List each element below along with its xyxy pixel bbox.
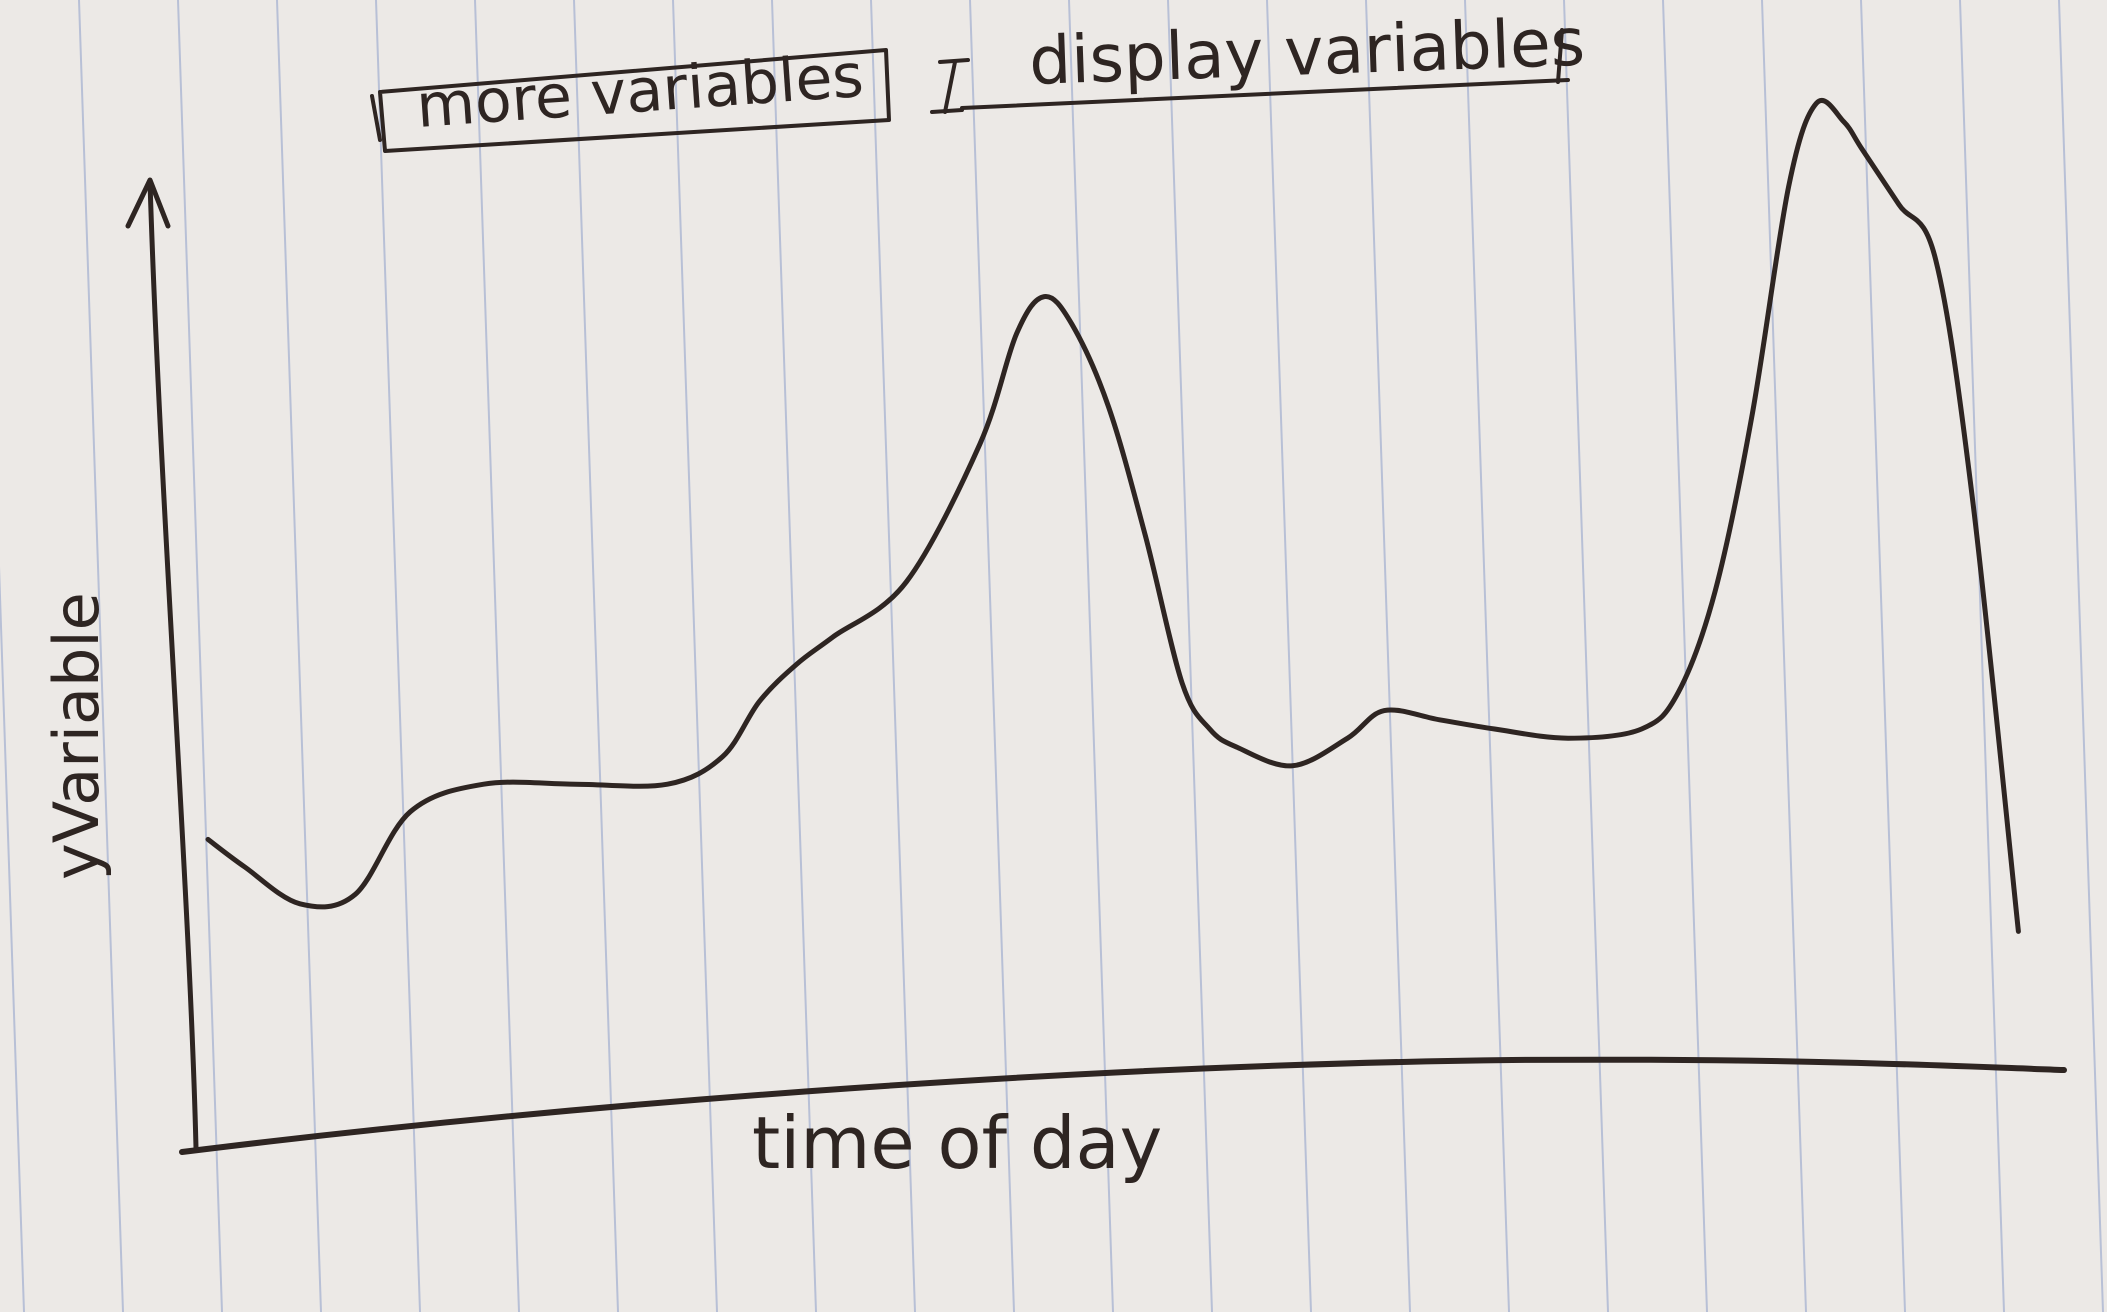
data-point	[977, 441, 983, 447]
data-point	[407, 809, 413, 815]
data-point	[1639, 726, 1645, 732]
ruled-line	[1860, 0, 1906, 1312]
ruled-line	[1068, 0, 1114, 1312]
ruled-line	[2058, 0, 2104, 1312]
series-line	[205, 98, 2021, 934]
ruled-line	[870, 0, 916, 1312]
data-point	[205, 836, 211, 842]
x-axis-label: time of day	[752, 1101, 1162, 1185]
data-point	[1813, 100, 1819, 106]
data-point	[1069, 321, 1075, 327]
data-point	[1381, 708, 1387, 714]
ruled-line	[375, 0, 421, 1312]
data-point	[1106, 404, 1112, 410]
more-variables-button[interactable]: more variables	[370, 41, 891, 153]
data-point	[1234, 744, 1240, 750]
data-point	[1207, 726, 1213, 732]
ruled-line	[672, 0, 718, 1312]
data-point	[756, 698, 762, 704]
data-point	[1436, 717, 1442, 723]
ruled-line	[1959, 0, 2005, 1312]
data-point	[1014, 330, 1020, 336]
data-point	[1289, 763, 1295, 769]
data-point	[1969, 496, 1975, 502]
data-point	[2015, 928, 2021, 934]
ruled-line	[1662, 0, 1708, 1312]
data-point	[1492, 726, 1498, 732]
ruled-line	[1365, 0, 1411, 1312]
ruled-line	[573, 0, 619, 1312]
data-point	[1749, 413, 1755, 419]
data-point	[1859, 146, 1865, 152]
series-points	[205, 100, 2021, 934]
data-point	[1786, 183, 1792, 189]
ruled-line	[78, 0, 124, 1312]
data-point	[242, 864, 248, 870]
ruled-line	[1266, 0, 1312, 1312]
data-point	[665, 781, 671, 787]
data-point	[1675, 689, 1681, 695]
data-point	[1712, 588, 1718, 594]
x-axis	[179, 1056, 2067, 1155]
data-point	[1933, 257, 1939, 263]
data-point	[1565, 735, 1571, 741]
ruled-line	[1563, 0, 1609, 1312]
data-point	[793, 662, 799, 668]
y-axis-label: yVariable	[40, 592, 113, 880]
data-point	[1041, 294, 1047, 300]
data-point	[1896, 202, 1902, 208]
ruled-line	[474, 0, 520, 1312]
display-variables-button[interactable]: display variables	[930, 4, 1586, 114]
ruled-line	[969, 0, 1015, 1312]
data-point	[830, 634, 836, 640]
ruled-line	[1761, 0, 1807, 1312]
ruled-line	[177, 0, 223, 1312]
display-variables-label: display variables	[1028, 4, 1586, 100]
data-point	[481, 781, 487, 787]
ruled-line	[1167, 0, 1213, 1312]
data-point	[1345, 735, 1351, 741]
data-point	[720, 754, 726, 760]
data-point	[1142, 533, 1148, 539]
data-point	[1179, 680, 1185, 686]
ruled-line	[276, 0, 322, 1312]
data-point	[573, 781, 579, 787]
data-point	[297, 901, 303, 907]
data-point	[903, 579, 909, 585]
ruled-line	[1464, 0, 1510, 1312]
data-point	[352, 892, 358, 898]
ruled-line	[0, 566, 25, 1312]
data-point	[1841, 119, 1847, 125]
y-axis	[125, 177, 199, 1151]
